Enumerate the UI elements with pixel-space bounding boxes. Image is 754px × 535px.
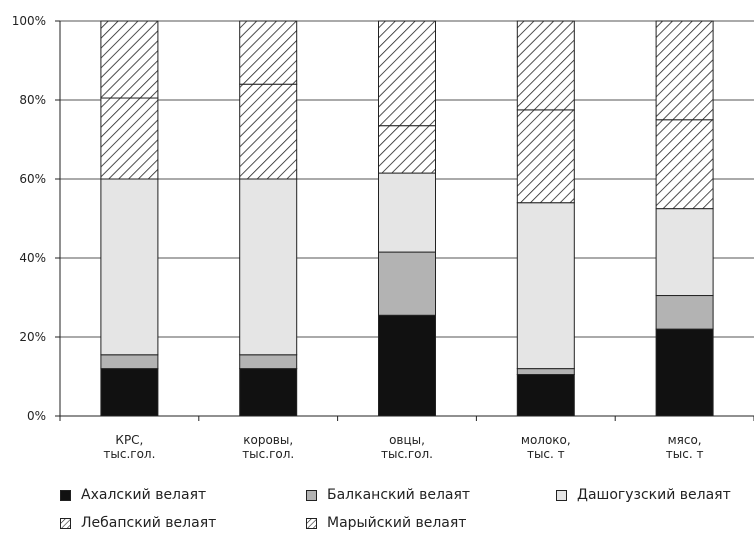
x-category-label: тыс.гол. bbox=[381, 447, 433, 461]
y-tick-label: 0% bbox=[27, 409, 46, 423]
legend-item: Лебапский велаят bbox=[60, 515, 216, 531]
legend-swatch bbox=[60, 489, 71, 501]
x-category-label: тыс.гол. bbox=[103, 447, 155, 461]
legend-item: Ахалский велаят bbox=[60, 487, 206, 503]
bar-segment bbox=[239, 178, 298, 356]
y-tick-label: 20% bbox=[19, 330, 46, 344]
x-category-label: тыс. т bbox=[666, 447, 704, 461]
legend-item: Марыйский велаят bbox=[306, 515, 466, 531]
x-category-label: коровы, bbox=[243, 433, 293, 447]
bar-segment bbox=[239, 368, 298, 417]
legend-item: Балканский велаят bbox=[306, 487, 470, 503]
bar-segment bbox=[100, 97, 159, 180]
bar-segment bbox=[655, 119, 714, 210]
axes: 0%20%40%60%80%100%КРС,тыс.гол.коровы,тыс… bbox=[12, 14, 754, 461]
y-tick-label: 40% bbox=[19, 251, 46, 265]
bar-segment bbox=[100, 20, 159, 99]
bar-segment bbox=[516, 109, 575, 204]
legend-item: Дашогузский велаят bbox=[556, 487, 731, 503]
bar-segment bbox=[516, 368, 575, 376]
bar-segment bbox=[516, 20, 575, 111]
bar-segment bbox=[239, 354, 298, 370]
y-tick-label: 80% bbox=[19, 93, 46, 107]
bar-segment bbox=[655, 295, 714, 330]
legend-swatch bbox=[60, 517, 71, 529]
bar-segment bbox=[655, 20, 714, 121]
y-tick-label: 60% bbox=[19, 172, 46, 186]
bar-segment bbox=[239, 83, 298, 180]
bars bbox=[100, 20, 714, 417]
x-category-label: КРС, bbox=[115, 433, 143, 447]
bar-segment bbox=[378, 125, 436, 174]
bar-segment bbox=[100, 178, 159, 356]
y-tick-label: 100% bbox=[12, 14, 46, 28]
bar-segment bbox=[378, 314, 436, 417]
x-category-label: тыс.гол. bbox=[242, 447, 294, 461]
legend-swatch bbox=[556, 489, 567, 501]
legend-label: Ахалский велаят bbox=[81, 487, 207, 503]
stacked-bar-chart: 0%20%40%60%80%100%КРС,тыс.гол.коровы,тыс… bbox=[12, 14, 754, 461]
legend-swatch bbox=[306, 517, 317, 529]
bar-segment bbox=[655, 208, 714, 297]
bar-segment bbox=[516, 202, 575, 370]
bar-segment bbox=[239, 20, 298, 85]
bar-segment bbox=[655, 328, 714, 417]
bar-segment bbox=[378, 251, 436, 316]
bar-segment bbox=[516, 374, 575, 417]
legend-swatch bbox=[306, 489, 317, 501]
x-category-label: молоко, bbox=[521, 433, 571, 447]
legend-label: Дашогузский велаят bbox=[577, 487, 731, 503]
bar-segment bbox=[378, 20, 436, 127]
bar-segment bbox=[100, 368, 159, 417]
bar-segment bbox=[378, 172, 436, 253]
x-category-label: тыс. т bbox=[527, 447, 565, 461]
bar-segment bbox=[100, 354, 159, 370]
legend-label: Лебапский велаят bbox=[81, 515, 217, 531]
x-category-label: мясо, bbox=[668, 433, 702, 447]
legend-label: Балканский велаят bbox=[327, 487, 471, 503]
x-category-label: овцы, bbox=[389, 433, 425, 447]
legend-label: Марыйский велаят bbox=[327, 515, 467, 531]
